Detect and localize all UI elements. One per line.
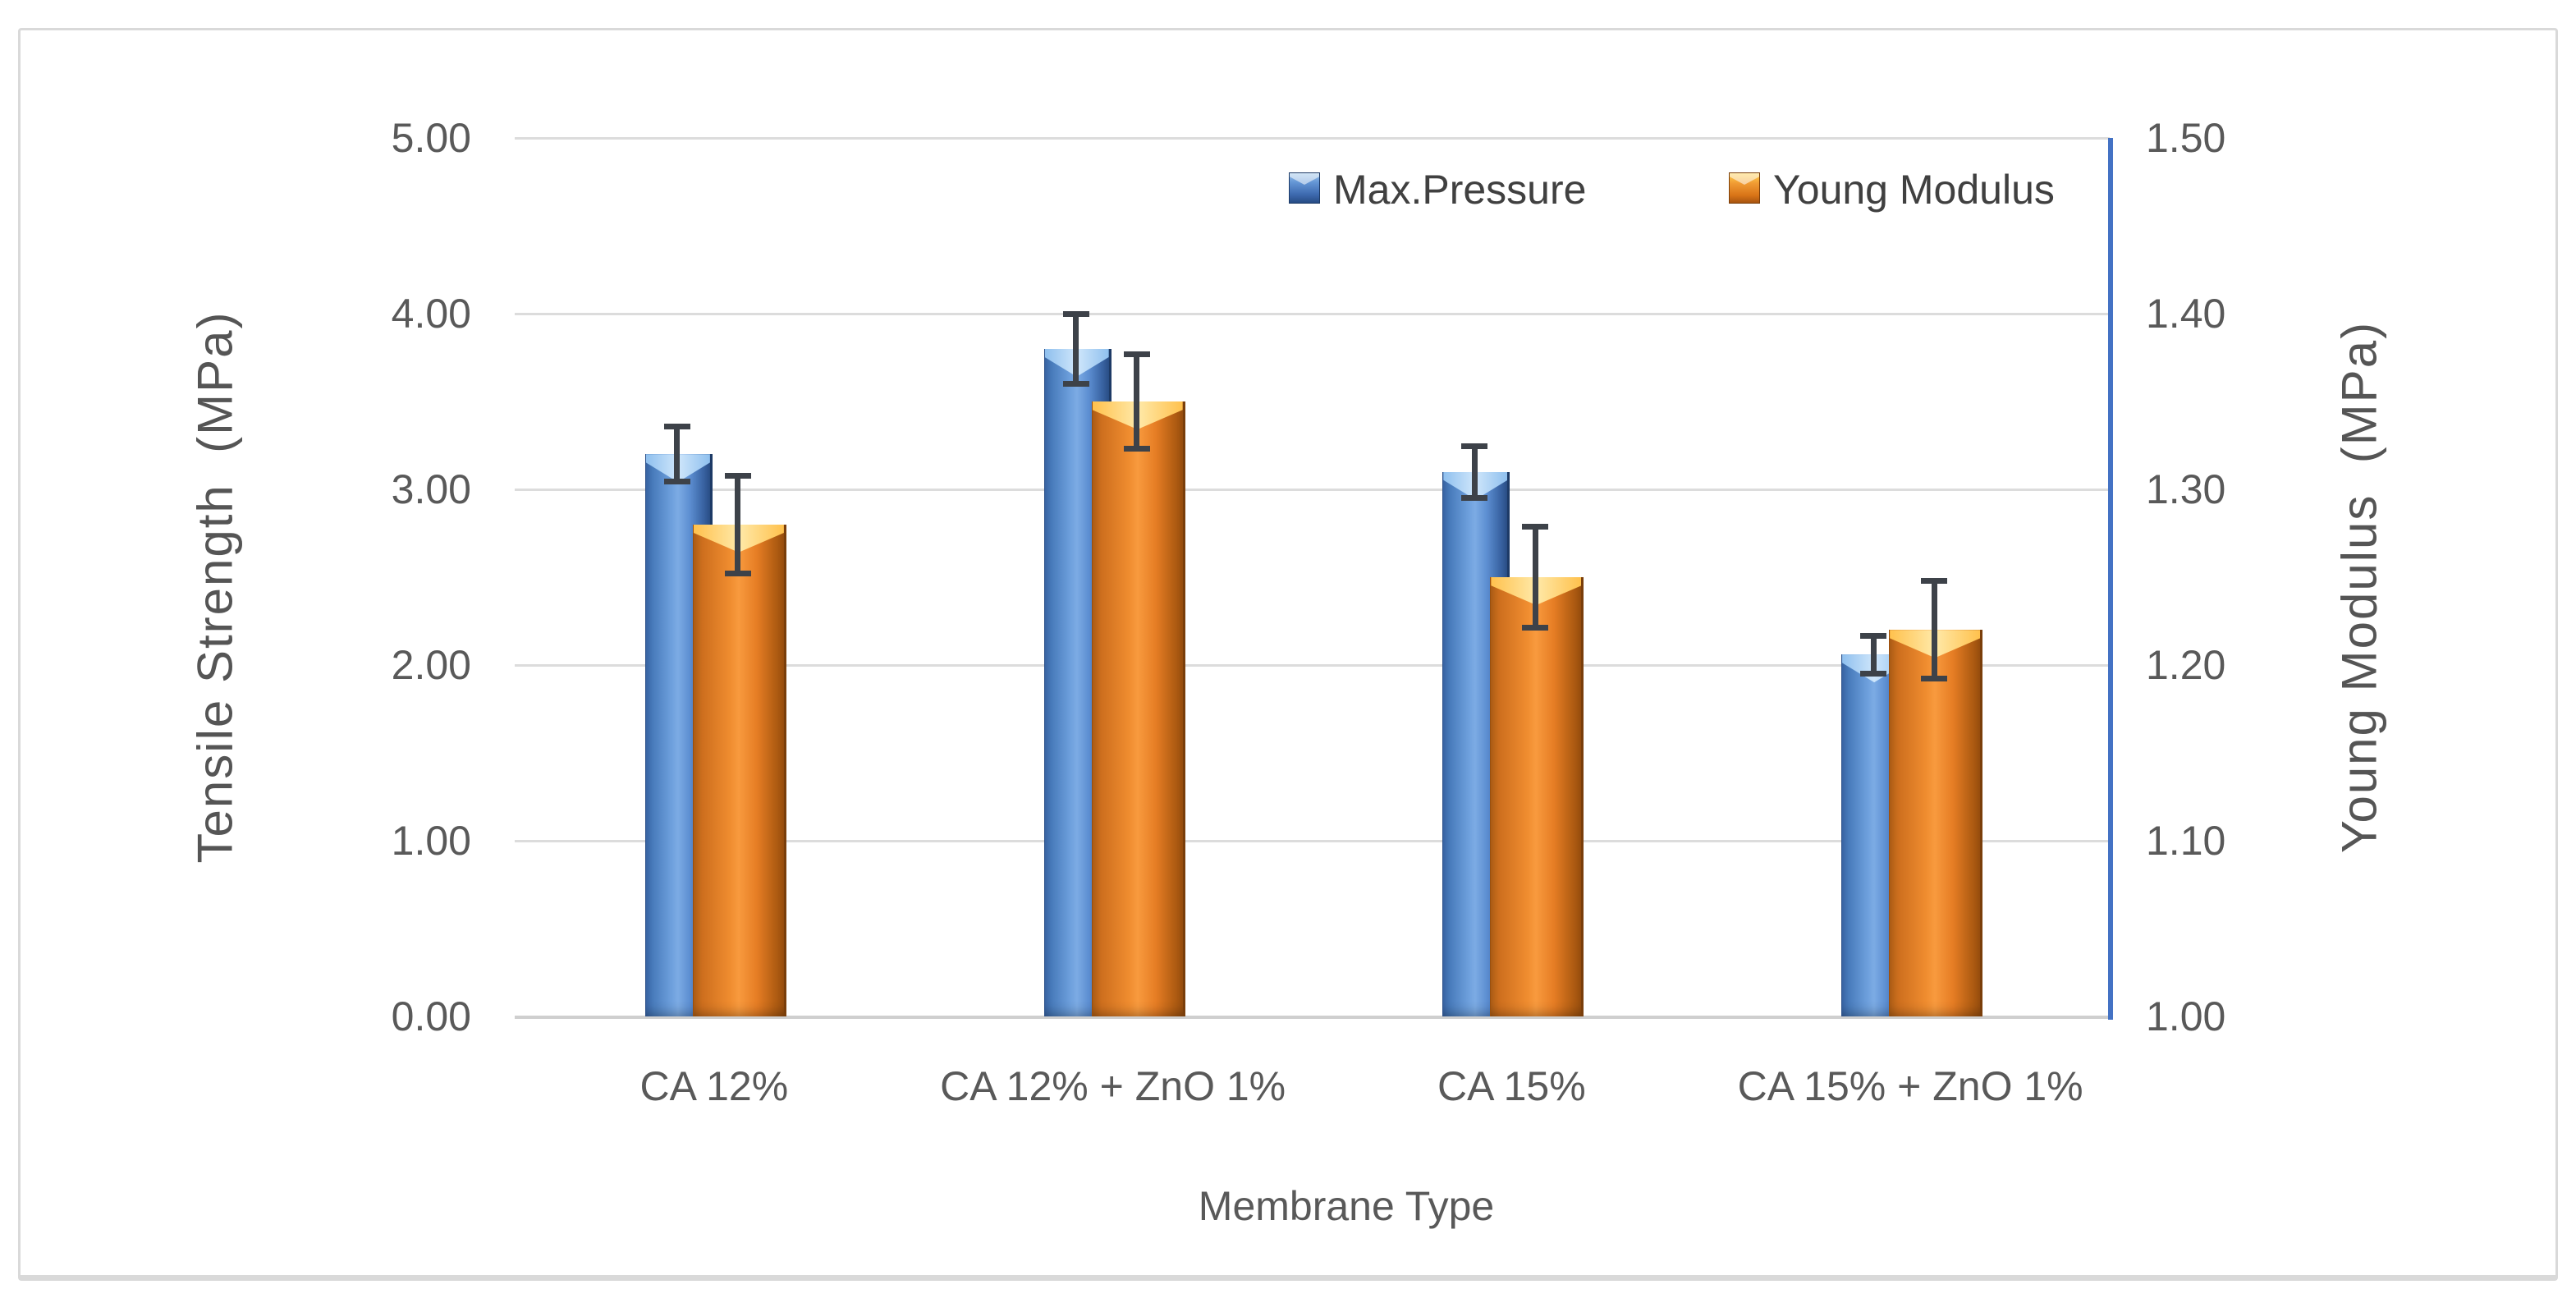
error-bar-cap-bottom xyxy=(1062,380,1089,387)
left-axis-tick-label: 4.00 xyxy=(391,291,471,337)
error-bar-cap-bottom xyxy=(1522,625,1549,631)
right-axis-tick-label: 1.10 xyxy=(2146,818,2226,864)
bar-young-modulus xyxy=(1490,577,1584,1016)
error-bar-cap-top xyxy=(1860,632,1887,639)
error-bar-cap-bottom xyxy=(1123,445,1150,452)
left-axis-title: Tensile Strength (MPa) xyxy=(187,310,243,864)
left-axis-tick-label: 0.00 xyxy=(391,993,471,1039)
error-bar-cap-top xyxy=(1921,578,1948,585)
error-bar-cap-top xyxy=(1522,523,1549,530)
right-axis-tick-label: 1.00 xyxy=(2146,993,2226,1039)
right-axis-tick-label: 1.40 xyxy=(2146,291,2226,337)
legend-marker-young-modulus-icon xyxy=(1729,172,1760,204)
left-axis-tick-label: 2.00 xyxy=(391,642,471,688)
gridline xyxy=(515,489,2110,491)
error-bar-line xyxy=(1471,445,1478,498)
gridline xyxy=(515,664,2110,667)
bar-young-modulus xyxy=(692,524,786,1016)
error-bar-line xyxy=(1931,580,1937,680)
error-bar-line xyxy=(1073,314,1079,384)
left-axis-tick-label: 5.00 xyxy=(391,115,471,161)
x-axis-title: Membrane Type xyxy=(1198,1183,1495,1229)
bar-young-modulus xyxy=(1889,630,1983,1016)
legend-marker-max-pressure-icon xyxy=(1289,172,1320,204)
x-category-label: CA 12% xyxy=(639,1063,789,1109)
error-bar-cap-top xyxy=(1461,443,1488,449)
left-axis-tick-label: 3.00 xyxy=(391,466,471,512)
left-axis-tick-label: 1.00 xyxy=(391,818,471,864)
error-bar-cap-bottom xyxy=(724,570,751,576)
error-bar-cap-top xyxy=(1062,311,1089,317)
gridline xyxy=(515,137,2110,140)
error-bar-cap-bottom xyxy=(1461,494,1488,501)
right-axis-tick-label: 1.50 xyxy=(2146,115,2226,161)
error-bar-cap-bottom xyxy=(1921,676,1948,682)
right-axis-spine xyxy=(2108,138,2113,1020)
error-bar-line xyxy=(1870,635,1877,674)
error-bar-cap-top xyxy=(663,423,690,429)
bar-young-modulus xyxy=(1091,401,1185,1016)
error-bar-cap-bottom xyxy=(663,479,690,485)
x-axis-line xyxy=(515,1016,2110,1019)
x-category-label: CA 12% + ZnO 1% xyxy=(940,1063,1286,1109)
figure-border xyxy=(18,28,2558,1281)
error-bar-line xyxy=(1532,525,1538,629)
right-axis-tick-label: 1.30 xyxy=(2146,466,2226,512)
gridline xyxy=(515,313,2110,315)
right-axis-tick-label: 1.20 xyxy=(2146,642,2226,688)
legend-label-max-pressure: Max.Pressure xyxy=(1333,167,1587,213)
error-bar-line xyxy=(1134,354,1140,449)
error-bar-line xyxy=(674,425,681,483)
x-category-label: CA 15% + ZnO 1% xyxy=(1737,1063,2083,1109)
legend-label-young-modulus: Young Modulus xyxy=(1773,167,2055,213)
error-bar-cap-top xyxy=(724,472,751,479)
error-bar-line xyxy=(735,475,741,574)
gridline xyxy=(515,840,2110,842)
right-axis-title: Young Modulus (MPa) xyxy=(2331,320,2387,854)
error-bar-cap-bottom xyxy=(1860,670,1887,677)
error-bar-cap-top xyxy=(1123,351,1150,358)
x-category-label: CA 15% xyxy=(1437,1063,1586,1109)
